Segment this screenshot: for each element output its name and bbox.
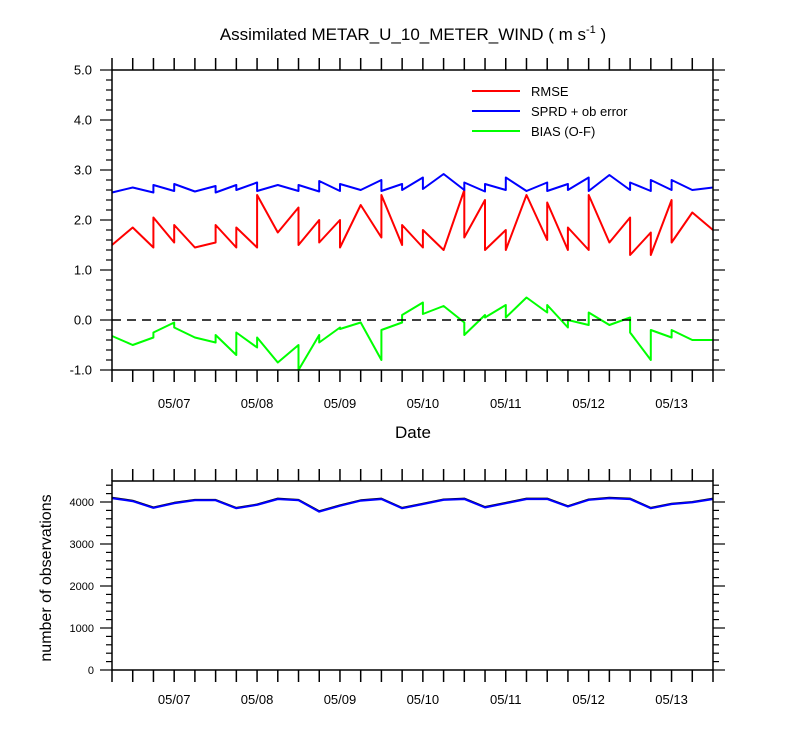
legend: RMSE SPRD + ob error BIAS (O-F) [472, 84, 628, 139]
bottom-chart: 05/07 05/08 05/09 05/10 05/11 05/12 05/13 0 1000… [38, 469, 725, 707]
legend-label: RMSE [531, 84, 569, 99]
x-tick-label: 05/13 [655, 692, 688, 707]
bottom-plot-frame [111, 480, 714, 671]
x-tick-label: 05/12 [572, 692, 605, 707]
top-chart: Assimilated METAR_U_10_METER_WIND ( m s-… [70, 24, 725, 442]
y-tick-label: 3000 [70, 539, 94, 551]
legend-label: BIAS (O-F) [531, 124, 595, 139]
top-ticks: 05/07 05/08 05/09 05/10 05/11 05/12 05/13 -1.0 0… [70, 58, 725, 411]
y-tick-label: 0 [88, 665, 94, 677]
x-tick-label: 05/12 [572, 396, 605, 411]
x-axis-label: Date [395, 423, 431, 442]
x-tick-label: 05/08 [241, 692, 274, 707]
x-tick-label: 05/09 [324, 692, 357, 707]
y-tick-label: 2.0 [74, 213, 92, 228]
series-line-sprd-ob-error [111, 173, 714, 194]
x-tick-label: 05/08 [241, 396, 274, 411]
x-tick-label: 05/11 [490, 396, 522, 411]
y-tick-label: 4000 [70, 497, 94, 509]
top-plot-frame [111, 69, 714, 371]
y-tick-label: 1.0 [74, 263, 92, 278]
legend-label: SPRD + ob error [531, 104, 628, 119]
chart-title: Assimilated METAR_U_10_METER_WIND ( m s-… [220, 24, 606, 44]
y-tick-label: 1000 [70, 623, 94, 635]
x-tick-label: 05/13 [655, 396, 688, 411]
bottom-ticks: 05/07 05/08 05/09 05/10 05/11 05/12 05/13 0 1000… [70, 469, 725, 707]
x-tick-label: 05/09 [324, 396, 357, 411]
series-line-rmse [111, 189, 714, 256]
series-line-bias-o-f [111, 296, 713, 371]
y-tick-label: 4.0 [74, 113, 92, 128]
x-tick-label: 05/07 [158, 396, 191, 411]
x-tick-label: 05/11 [490, 692, 522, 707]
y-tick-label: 5.0 [74, 63, 92, 78]
y-tick-label: 0.0 [74, 313, 92, 328]
x-tick-label: 05/10 [407, 396, 440, 411]
top-series [111, 173, 714, 371]
y-tick-label: -1.0 [70, 363, 92, 378]
bottom-series [111, 496, 714, 513]
y-tick-label: 3.0 [74, 163, 92, 178]
y-tick-label: 2000 [70, 581, 94, 593]
observation-count-line-1 [111, 497, 714, 513]
y-axis-label: number of observations [38, 494, 55, 661]
x-tick-label: 05/10 [407, 692, 440, 707]
x-tick-label: 05/07 [158, 692, 191, 707]
